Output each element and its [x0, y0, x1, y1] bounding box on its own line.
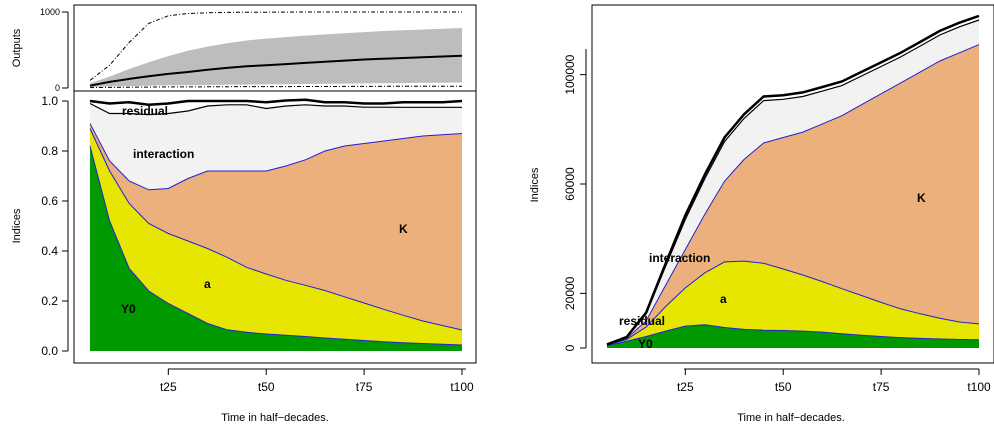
absolute-x-ticks: t25 t50 t75 t100 [677, 369, 991, 394]
absolute-y-tick-label: 100000 [563, 54, 577, 94]
normalized-line-k [89, 123, 463, 191]
normalized-x-tick-label: t50 [258, 380, 275, 394]
normalized-line-interaction [89, 102, 462, 116]
normalized-label-k: K [399, 222, 408, 236]
normalized-y-axis-title: Indices [11, 208, 23, 243]
absolute-label-y0: Y0 [638, 337, 653, 351]
absolute-x-tick-label: t25 [677, 380, 694, 394]
absolute-label-k: K [917, 191, 926, 205]
normalized-label-interaction: interaction [133, 147, 194, 161]
normalized-y-tick-label: 0.8 [41, 144, 58, 158]
normalized-line-residual [89, 98, 463, 106]
absolute-area-y0 [607, 324, 979, 348]
absolute-label-a: a [720, 292, 727, 306]
normalized-line-a [89, 128, 463, 331]
normalized-y-tick-label: 0.0 [41, 344, 58, 358]
outputs-panel: 0 1000 Outputs [11, 4, 477, 93]
absolute-plot-layers [606, 14, 980, 348]
absolute-area-k [607, 44, 979, 346]
absolute-x-tick-label: t50 [775, 380, 792, 394]
outputs-y-tick-label: 1000 [40, 7, 60, 17]
absolute-x-tick-label: t75 [873, 380, 890, 394]
outputs-y-tick-label: 0 [55, 83, 60, 93]
normalized-y-tick-label: 1.0 [41, 94, 58, 108]
absolute-line-a [606, 260, 980, 346]
normalized-x-axis-title: Time in half−decades. [221, 412, 329, 424]
normalized-label-y0: Y0 [121, 302, 136, 316]
normalized-area-a [90, 128, 462, 345]
outputs-y-axis-title: Outputs [11, 28, 23, 67]
absolute-x-axis-title: Time in half−decades. [737, 412, 845, 424]
absolute-plot-frame [591, 4, 994, 364]
outputs-y-ticks: 0 1000 [40, 7, 68, 93]
absolute-line-k [606, 44, 980, 346]
absolute-y-axis-title: Indices [529, 167, 541, 202]
normalized-x-tick-label: t75 [356, 380, 373, 394]
absolute-label-interaction: interaction [649, 251, 710, 265]
outputs-mean-line [89, 54, 463, 87]
absolute-area-interaction [607, 20, 979, 345]
normalized-y-ticks: 0.0 0.2 0.4 0.6 0.8 1.0 [41, 94, 68, 358]
absolute-x-tick-label: t100 [967, 380, 991, 394]
normalized-x-tick-label: t100 [450, 380, 474, 394]
absolute-label-residual: residual [619, 314, 665, 328]
normalized-label-residual: residual [122, 104, 168, 118]
absolute-y-tick-label: 20000 [563, 276, 577, 310]
normalized-area-y0 [90, 146, 462, 351]
normalized-panel: 0.0 0.2 0.4 0.6 0.8 1.0 t25 t50 t75 t100 Indices… [11, 90, 477, 424]
normalized-y-tick-label: 0.2 [41, 294, 58, 308]
normalized-area-k [90, 123, 462, 330]
normalized-plot-frame [73, 90, 477, 364]
absolute-line-y0 [606, 324, 980, 347]
absolute-y-tick-label: 0 [563, 344, 577, 351]
outputs-lower-dashed-line [89, 85, 462, 89]
normalized-y-tick-label: 0.6 [41, 194, 58, 208]
absolute-y-ticks: 0 20000 60000 100000 [563, 54, 586, 351]
outputs-plot-layers [89, 11, 463, 89]
outputs-upper-dashed-line [89, 11, 462, 81]
normalized-x-ticks: t25 t50 t75 t100 [160, 369, 474, 394]
absolute-line-residual [606, 14, 980, 346]
normalized-area-interaction [90, 103, 462, 190]
absolute-y-tick-label: 60000 [563, 167, 577, 201]
normalized-label-a: a [204, 277, 211, 291]
normalized-line-y0 [89, 145, 463, 346]
normalized-plot-layers [89, 98, 463, 351]
normalized-x-tick-label: t25 [160, 380, 177, 394]
normalized-y-tick-label: 0.4 [41, 244, 58, 258]
